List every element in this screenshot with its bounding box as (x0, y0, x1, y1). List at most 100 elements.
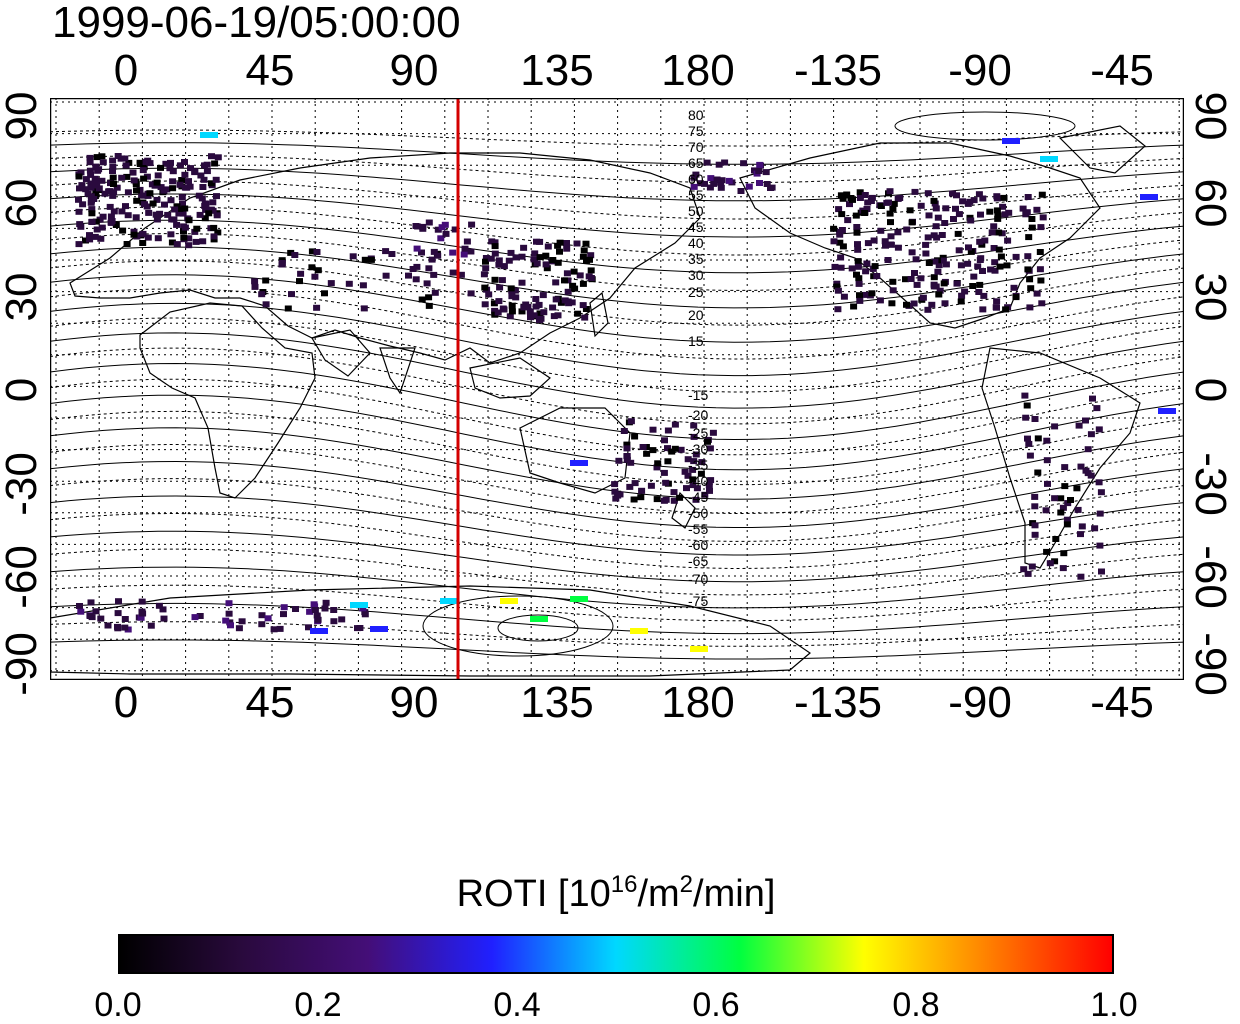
roti-cell (907, 276, 915, 282)
roti-cell (121, 616, 129, 622)
roti-cell (520, 304, 528, 311)
roti-cell (530, 312, 538, 319)
roti-cell (1036, 266, 1044, 273)
top-lon-label: 90 (389, 46, 439, 95)
roti-cell (207, 206, 215, 213)
roti-cell (565, 300, 573, 307)
roti-cell (349, 253, 357, 260)
roti-cell (1043, 457, 1051, 464)
roti-cell (554, 259, 562, 266)
roti-cell (570, 596, 588, 602)
roti-cell (176, 181, 184, 188)
roti-cell (976, 281, 984, 288)
roti-cell (86, 167, 94, 174)
roti-cell (854, 241, 861, 248)
roti-cell (939, 257, 947, 264)
roti-cell (178, 177, 186, 183)
left-lat-label: -90 (0, 632, 46, 696)
roti-cell (311, 603, 319, 610)
roti-cell (1064, 500, 1072, 507)
roti-cell (181, 205, 189, 212)
roti-cell (463, 238, 471, 245)
roti-cell (911, 270, 918, 276)
roti-cell (196, 613, 204, 619)
roti-cell (93, 154, 101, 161)
roti-cell (867, 198, 875, 204)
roti-cell (953, 192, 960, 199)
roti-cell (913, 281, 921, 288)
bottom-lon-label: -135 (793, 678, 883, 727)
roti-cell (664, 458, 672, 465)
roti-cell (1063, 516, 1071, 523)
bottom-lon-label: 135 (520, 678, 594, 727)
roti-cell (999, 203, 1007, 210)
roti-cell (481, 284, 489, 291)
roti-cell (313, 612, 321, 619)
roti-cell (957, 298, 965, 305)
roti-cell (314, 267, 322, 274)
roti-cell (570, 268, 578, 275)
roti-cell (844, 217, 852, 224)
roti-cell (292, 606, 299, 612)
roti-cell (707, 175, 715, 182)
roti-cell (457, 271, 465, 278)
roti-cell (507, 285, 515, 292)
roti-cell (620, 428, 628, 434)
contour-label: -75 (688, 593, 708, 609)
roti-cell (359, 282, 367, 289)
roti-cell (959, 198, 967, 205)
roti-cell (82, 237, 89, 244)
roti-cell (482, 255, 490, 261)
roti-cell (882, 242, 889, 249)
roti-cell (991, 267, 999, 274)
roti-cell (213, 212, 221, 219)
roti-cell (979, 195, 987, 202)
contour-label: 20 (688, 307, 704, 323)
roti-cell (350, 602, 368, 608)
roti-cell (210, 224, 218, 231)
roti-cell (1061, 483, 1069, 490)
roti-cell (313, 249, 321, 255)
roti-cell (467, 248, 475, 255)
roti-cell (518, 308, 526, 315)
roti-cell (966, 198, 974, 205)
roti-cell (425, 294, 433, 301)
roti-cell (1096, 542, 1104, 549)
roti-cell (191, 228, 199, 235)
roti-cell (208, 153, 215, 160)
roti-cell (976, 257, 984, 263)
roti-cell (896, 195, 904, 201)
roti-cell (154, 172, 162, 179)
roti-cell (494, 309, 502, 316)
roti-cell (997, 253, 1005, 260)
roti-cell (1023, 402, 1031, 409)
roti-cell (853, 271, 860, 278)
roti-cell (856, 297, 864, 304)
roti-cell (995, 229, 1003, 236)
roti-cell (886, 210, 894, 217)
roti-cell (132, 181, 140, 188)
roti-cell (92, 218, 100, 225)
roti-cell (137, 614, 145, 621)
roti-cell (169, 168, 177, 175)
roti-cell (706, 487, 713, 494)
roti-cell (1033, 290, 1041, 297)
roti-cell (1061, 464, 1069, 471)
timestamp-title: 1999-06-19/05:00:00 (52, 0, 461, 47)
roti-cell (121, 624, 129, 631)
roti-cell (917, 202, 925, 209)
roti-cell (314, 616, 322, 623)
roti-cell (1005, 209, 1013, 216)
roti-cell (935, 291, 943, 298)
roti-cell (99, 213, 107, 220)
roti-cell (1043, 548, 1051, 555)
roti-cell (579, 280, 587, 287)
roti-cell (1077, 463, 1085, 470)
roti-cell (574, 310, 582, 317)
roti-cell (544, 243, 552, 250)
roti-cell (106, 203, 114, 210)
roti-cell (647, 482, 655, 489)
roti-cell (149, 200, 157, 207)
left-lat-label: 60 (0, 178, 46, 228)
roti-cell (934, 214, 942, 221)
